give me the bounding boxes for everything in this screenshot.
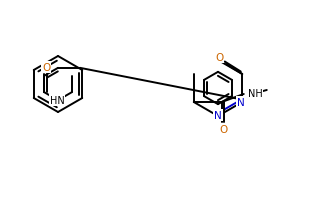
Text: O: O — [215, 53, 223, 63]
Text: O: O — [220, 124, 228, 134]
Text: HN: HN — [49, 96, 64, 106]
Text: N: N — [237, 97, 245, 108]
Text: N: N — [214, 110, 222, 121]
Text: O: O — [42, 63, 50, 73]
Text: NH: NH — [248, 89, 263, 98]
